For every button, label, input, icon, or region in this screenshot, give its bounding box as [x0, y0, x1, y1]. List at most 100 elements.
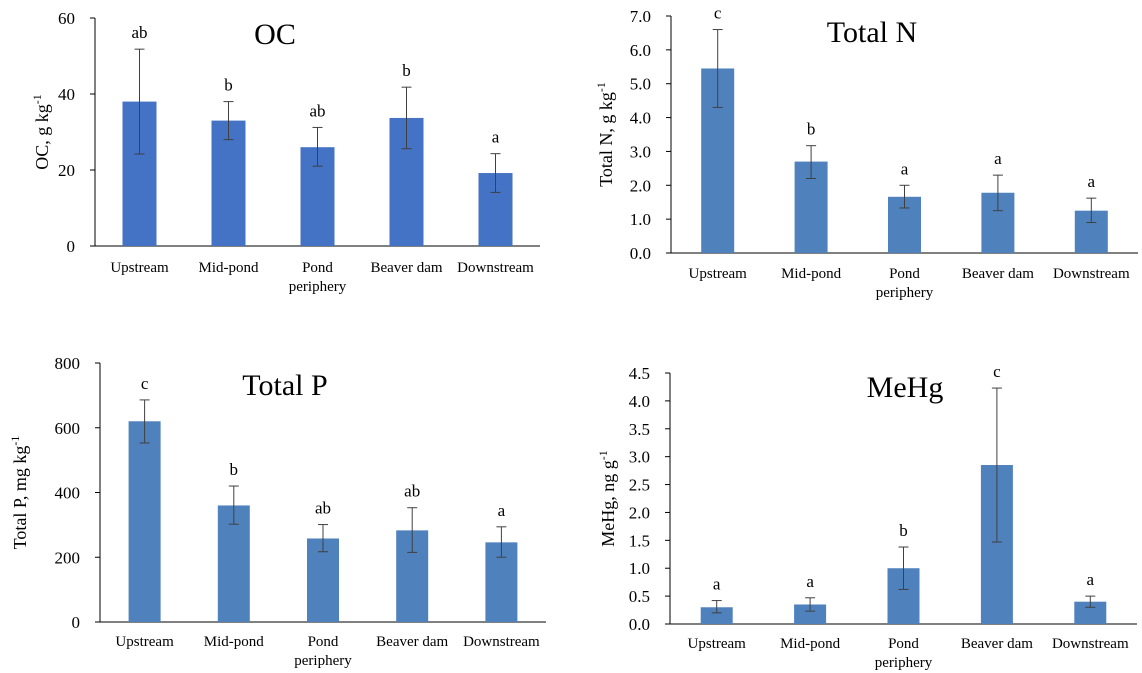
y-axis-label-text: MeHg, ng g — [598, 460, 618, 547]
chart-title: Total P — [242, 369, 327, 402]
significance-label: b — [807, 120, 816, 139]
x-category-label-line: periphery — [294, 653, 352, 669]
x-category-label-line: Pond — [888, 636, 919, 652]
x-category-label: Pond periphery — [875, 636, 933, 671]
x-category-label: Beaver dam — [961, 636, 1033, 652]
x-category-label: Mid-pond — [204, 634, 265, 650]
x-category-label-line: Upstream — [689, 266, 748, 282]
y-axis-label: Total P, mg kg-1 — [8, 436, 30, 550]
bar — [211, 120, 246, 246]
x-category-label-line: Beaver dam — [962, 266, 1034, 282]
y-tick-label: 600 — [55, 419, 81, 438]
y-tick-label: 3.0 — [630, 142, 651, 161]
x-category-label-line: Pond — [302, 260, 333, 276]
y-tick-label: 0.5 — [629, 587, 650, 606]
x-category-label: Beaver dam — [376, 634, 448, 650]
y-tick-label: 6.0 — [630, 41, 651, 60]
y-tick-label: 0.0 — [629, 615, 650, 634]
y-tick-label: 5.0 — [630, 75, 651, 94]
bar — [794, 604, 827, 624]
y-tick-label: 4.0 — [630, 109, 651, 128]
significance-label: a — [1088, 172, 1096, 191]
significance-label: b — [899, 521, 908, 540]
significance-label: c — [993, 362, 1001, 381]
x-category-label-line: Upstream — [110, 260, 169, 276]
x-category-label-line: Mid-pond — [780, 636, 841, 652]
y-axis-label-superscript: -1 — [596, 450, 610, 460]
y-tick-label: 0 — [67, 237, 76, 256]
y-tick-label: 0 — [72, 613, 81, 632]
x-category-label: Downstream — [463, 634, 540, 650]
x-category-label-line: Downstream — [1053, 266, 1130, 282]
chart-title: Total N — [827, 16, 917, 49]
x-category-label-line: Mid-pond — [781, 266, 842, 282]
significance-label: ab — [309, 101, 325, 120]
y-tick-label: 2.0 — [629, 503, 650, 522]
x-category-label-line: periphery — [875, 655, 933, 671]
x-category-label: Pond periphery — [876, 266, 934, 301]
y-axis-label: OC, g kg-1 — [30, 94, 52, 170]
y-tick-label: 7.0 — [630, 7, 651, 26]
x-category-label-line: Mid-pond — [204, 634, 265, 650]
significance-label: a — [498, 501, 506, 520]
bar — [217, 505, 250, 622]
bar — [307, 538, 339, 622]
y-tick-label: 3.0 — [629, 448, 650, 467]
significance-label: a — [994, 149, 1002, 168]
x-category-label: Pond periphery — [294, 634, 352, 669]
bar — [1074, 601, 1107, 624]
y-tick-label: 0.0 — [630, 244, 651, 263]
x-category-label-line: Beaver dam — [961, 636, 1033, 652]
significance-label: ab — [404, 482, 420, 501]
y-tick-label: 2.5 — [629, 476, 650, 495]
x-category-label-line: periphery — [876, 285, 934, 301]
x-category-label: Downstream — [457, 260, 534, 276]
y-tick-label: 1.5 — [629, 531, 650, 550]
x-category-label: Mid-pond — [781, 266, 842, 282]
x-category-label: Upstream — [688, 636, 747, 652]
significance-label: ab — [131, 23, 147, 42]
x-category-label-line: Downstream — [457, 260, 534, 276]
y-tick-label: 800 — [55, 354, 81, 373]
x-category-label: Upstream — [110, 260, 169, 276]
y-axis-label-text: Total P, mg kg — [10, 446, 30, 550]
x-category-label: Mid-pond — [780, 636, 841, 652]
x-category-label-line: Downstream — [463, 634, 540, 650]
x-category-label: Downstream — [1052, 636, 1129, 652]
significance-label: c — [714, 4, 722, 23]
significance-label: a — [1087, 570, 1095, 589]
y-tick-label: 4.5 — [629, 364, 650, 383]
y-axis-label-text: Total N, g kg — [596, 92, 616, 187]
x-category-label: Downstream — [1053, 266, 1130, 282]
x-category-label: Beaver dam — [962, 266, 1034, 282]
significance-label: a — [901, 159, 909, 178]
significance-label: b — [224, 76, 233, 95]
y-tick-label: 20 — [58, 161, 75, 180]
y-axis-label: Total N, g kg-1 — [594, 82, 616, 187]
significance-label: a — [713, 575, 721, 594]
y-tick-label: 4.0 — [629, 392, 650, 411]
chart-title: MeHg — [867, 371, 944, 404]
y-tick-label: 1.0 — [629, 559, 650, 578]
significance-label: c — [141, 374, 149, 393]
y-tick-label: 200 — [55, 548, 81, 567]
x-category-label-line: Downstream — [1052, 636, 1129, 652]
chart-panel: 0.0 1.0 2.0 3.0 4.0 5.0 6.0 7.0 c Upstream b Mid-po… — [594, 4, 1138, 301]
x-category-label: Upstream — [689, 266, 748, 282]
y-tick-label: 3.5 — [629, 420, 650, 439]
x-category-label-line: Upstream — [688, 636, 747, 652]
x-category-label-line: Mid-pond — [199, 260, 260, 276]
x-category-label: Beaver dam — [370, 260, 442, 276]
x-category-label: Upstream — [115, 634, 174, 650]
significance-label: b — [402, 61, 411, 80]
y-tick-label: 400 — [55, 484, 81, 503]
significance-label: ab — [315, 499, 331, 518]
y-tick-label: 2.0 — [630, 176, 651, 195]
x-category-label-line: Beaver dam — [370, 260, 442, 276]
bar — [128, 421, 161, 622]
chart-title: OC — [254, 18, 296, 51]
y-axis-label: MeHg, ng g-1 — [596, 450, 618, 547]
significance-label: a — [492, 128, 500, 147]
